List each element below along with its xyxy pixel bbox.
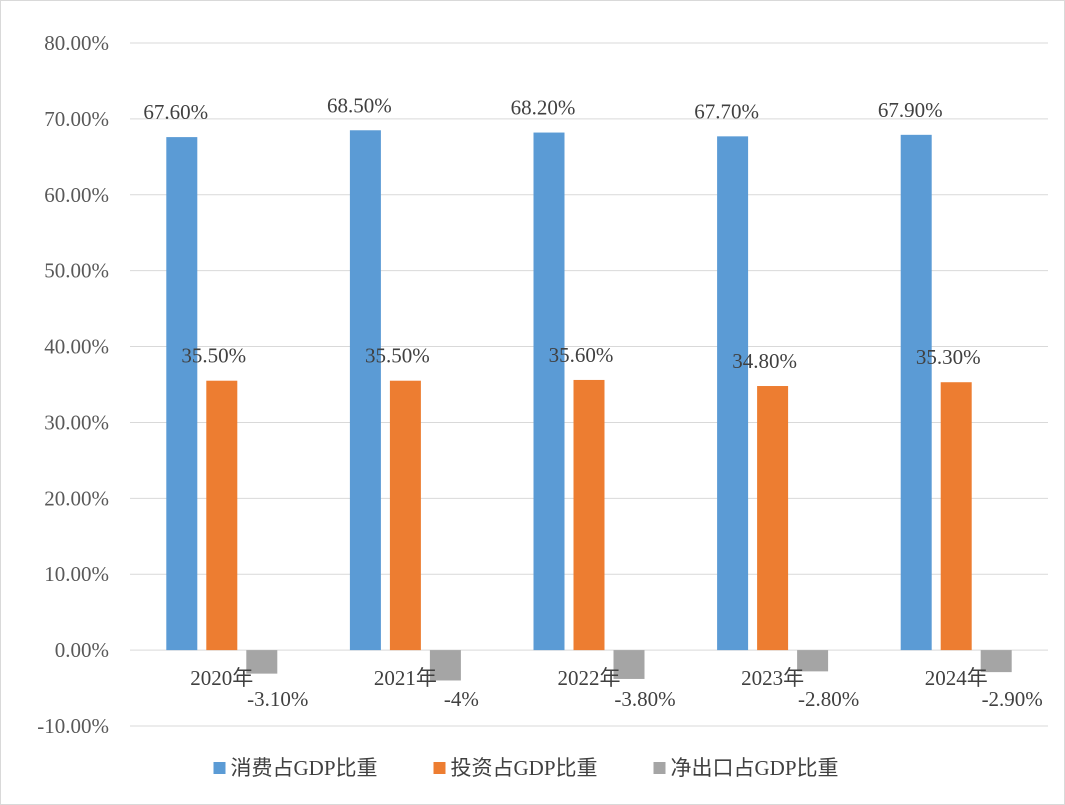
legend: 消费占GDP比重 投资占GDP比重 净出口占GDP比重: [213, 756, 839, 780]
bar-2-2022年: [573, 379, 605, 651]
x-category-label: 2021年: [374, 666, 437, 690]
legend-label: 净出口占GDP比重: [671, 756, 839, 780]
data-label: -2.80%: [798, 687, 859, 711]
y-tick-label: 50.00%: [44, 259, 109, 283]
y-tick-label: 10.00%: [44, 562, 109, 586]
bar-1-2021年: [349, 130, 381, 651]
legend-swatch: [653, 762, 666, 774]
x-axis-categories: 2020年 2021年 2022年 2023年 2024年: [190, 666, 987, 690]
legend-swatch: [433, 762, 446, 774]
bar-1-2024年: [900, 134, 932, 651]
bar-3-2024年: [980, 650, 1012, 673]
y-tick-label: 80.00%: [44, 31, 109, 55]
data-label: 35.50%: [365, 344, 430, 368]
bar-3-2023年: [797, 650, 829, 672]
data-labels: 67.60% 35.50% -3.10% 68.50% 35.50% -4% 68.20% 3…: [143, 93, 1042, 711]
data-label: -3.10%: [247, 687, 308, 711]
data-label: 35.50%: [181, 344, 246, 368]
data-label: -3.80%: [614, 687, 675, 711]
data-label: -2.90%: [982, 687, 1043, 711]
x-category-label: 2020年: [190, 666, 253, 690]
y-tick-label: -10.00%: [37, 714, 109, 738]
y-tick-label: 30.00%: [44, 410, 109, 434]
y-tick-label: 0.00%: [55, 638, 109, 662]
y-tick-label: 40.00%: [44, 335, 109, 359]
y-axis-ticks: -10.00% 0.00% 10.00% 20.00% 30.00% 40.00% 50.0…: [37, 31, 109, 738]
x-category-label: 2023年: [741, 666, 804, 690]
data-label: 68.50%: [327, 93, 392, 117]
x-category-label: 2024年: [925, 666, 988, 690]
data-label: 35.30%: [916, 345, 981, 369]
data-label: 67.70%: [694, 99, 759, 123]
bar-1-2023年: [717, 136, 749, 651]
y-tick-label: 70.00%: [44, 107, 109, 131]
legend-label: 投资占GDP比重: [451, 756, 598, 780]
bar-1-2020年: [166, 137, 198, 651]
x-category-label: 2022年: [558, 666, 621, 690]
bar-3-2020年: [246, 650, 278, 674]
bar-2-2024年: [940, 382, 972, 651]
bar-1-2022年: [533, 132, 565, 651]
bar-3-2021年: [429, 650, 461, 681]
data-label: -4%: [444, 687, 479, 711]
legend-swatch: [213, 762, 226, 774]
y-tick-label: 20.00%: [44, 486, 109, 510]
bars: [166, 130, 1012, 681]
data-label: 67.60%: [143, 100, 208, 124]
legend-label: 消费占GDP比重: [231, 756, 378, 780]
data-label: 67.90%: [878, 98, 943, 122]
data-label: 68.20%: [511, 96, 576, 120]
bar-2-2023年: [757, 386, 789, 651]
data-label: 35.60%: [549, 343, 614, 367]
bar-2-2021年: [389, 380, 421, 651]
y-tick-label: 60.00%: [44, 183, 109, 207]
data-label: 34.80%: [732, 349, 797, 373]
bar-2-2020年: [206, 380, 238, 651]
bar-3-2022年: [613, 650, 645, 679]
